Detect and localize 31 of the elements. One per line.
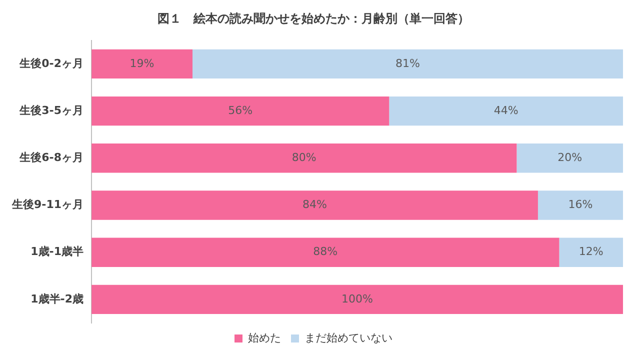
bar — [92, 190, 538, 220]
bar — [92, 238, 560, 267]
data-label: 84% — [302, 198, 327, 212]
y-tick-label: 生後9-11ヶ月 — [10, 198, 84, 212]
y-tick-label: 生後3-5ヶ月 — [18, 104, 84, 117]
data-label: 19% — [130, 56, 154, 70]
y-tick-label: 生後0-2ヶ月 — [18, 56, 84, 70]
data-label: 81% — [396, 56, 420, 70]
bar — [559, 238, 623, 267]
data-label: 44% — [494, 104, 518, 117]
y-tick-label: 1歳-1歳半 — [30, 245, 84, 258]
bar — [516, 144, 623, 173]
data-label: 80% — [292, 151, 316, 164]
bar — [389, 96, 623, 126]
data-label: 88% — [313, 245, 338, 258]
legend-label: まだ始めていない — [304, 331, 392, 344]
y-tick-label: 生後6-8ヶ月 — [18, 151, 84, 164]
data-label: 56% — [228, 104, 253, 117]
y-tick-label: 1歳半-2歳 — [30, 292, 84, 306]
data-label: 100% — [342, 292, 373, 306]
data-label: 16% — [568, 198, 593, 212]
data-label: 20% — [558, 151, 582, 164]
bar — [538, 190, 623, 220]
bar — [92, 49, 193, 79]
chart-title: 図１ 絵本の読み聞かせを始めたか：月齢別（単一回答） — [158, 11, 470, 26]
bar — [92, 96, 390, 126]
bar — [92, 284, 623, 314]
data-label: 12% — [578, 245, 604, 258]
legend-label: 始めた — [248, 331, 281, 344]
bar — [192, 49, 623, 79]
bar — [92, 144, 517, 173]
